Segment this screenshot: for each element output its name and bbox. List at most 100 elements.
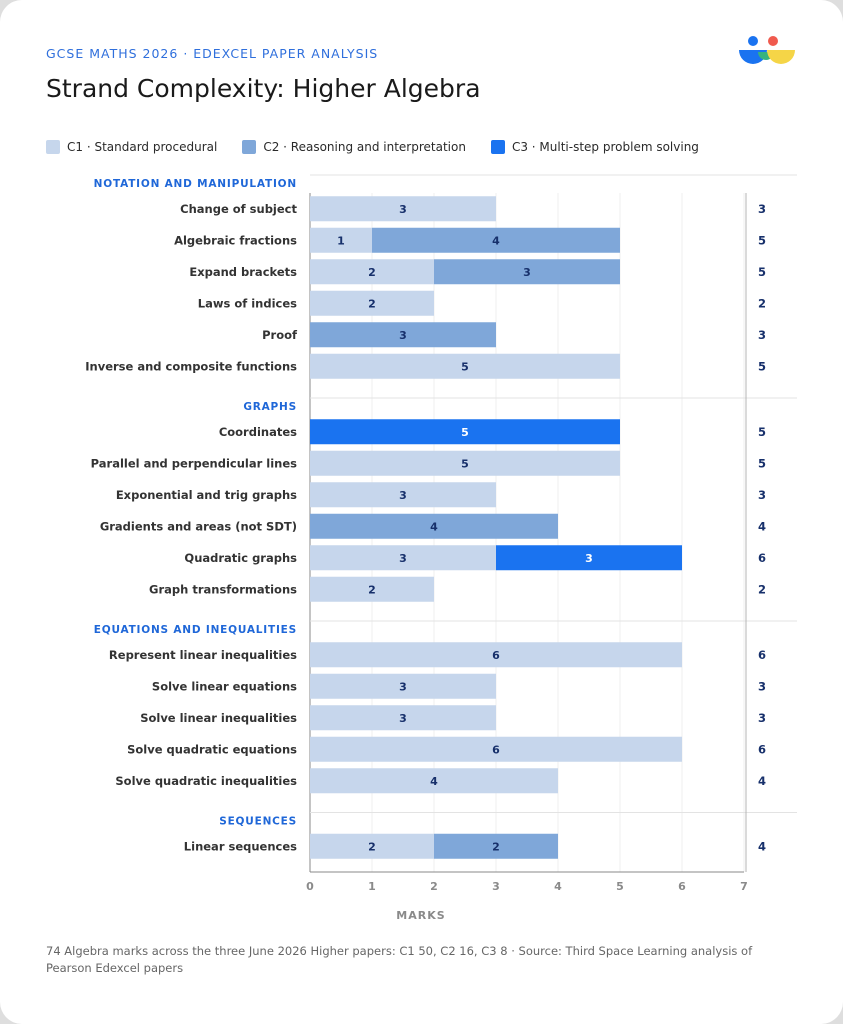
bar-segment [434,833,558,859]
bar-segment [310,322,496,348]
row-total-label: 6 [758,742,766,756]
row-total-label: 5 [758,456,766,470]
people-logo-icon [739,36,795,64]
x-tick-label: 4 [554,880,562,893]
bar-value-label: 2 [368,297,376,310]
chart-title: Strand Complexity: Higher Algebra [46,74,481,103]
x-tick-label: 1 [368,880,376,893]
bar-layer: Change of subject 3 3 Algebraic fractions 1 4… [85,196,766,859]
row-label: Solve linear inequalities [140,711,297,725]
row-total-label: 5 [758,425,766,439]
bar-value-label: 5 [461,457,469,470]
bar-value-label: 3 [523,266,531,279]
bar-value-label: 4 [492,234,500,247]
bar-segment [310,642,682,668]
x-axis-title: MARKS [396,909,445,922]
bar-segment [310,545,496,571]
row-total-label: 4 [758,519,766,533]
row-label: Solve quadratic equations [127,742,297,756]
bar-value-label: 2 [368,583,376,596]
row-label: Solve linear equations [152,679,297,693]
row-label: Expand brackets [189,265,297,279]
bar-segment [310,833,434,859]
row-total-label: 3 [758,711,766,725]
x-tick-label: 3 [492,880,500,893]
row-total-label: 6 [758,551,766,565]
group-label: NOTATION AND MANIPULATION [94,178,297,190]
bar-value-label: 6 [492,649,500,662]
bar-value-label: 2 [368,840,376,853]
legend-swatch-c2 [242,140,257,154]
chart-footnote: 74 Algebra marks across the three June 2… [46,944,753,975]
bar-value-label: 3 [399,203,407,216]
bar-segment [310,705,496,731]
row-label: Represent linear inequalities [109,648,297,662]
row-label: Algebraic fractions [174,233,297,247]
row-label: Coordinates [219,425,297,439]
bar-segment [496,545,682,571]
x-tick-label: 5 [616,880,624,893]
legend-swatch-c3 [490,140,505,154]
bar-segment [372,227,620,253]
bar-segment [310,290,434,316]
row-total-label: 4 [758,839,766,853]
row-label: Linear sequences [184,839,297,853]
row-total-label: 2 [758,582,766,596]
bar-value-label: 6 [492,743,500,756]
bar-value-label: 5 [461,426,469,439]
bar-segment [310,736,682,762]
bar-value-label: 3 [399,489,407,502]
bar-segment [310,768,558,794]
bar-segment [310,576,434,602]
row-total-label: 5 [758,233,766,247]
bar-segment [310,259,434,285]
x-tick-label: 0 [306,880,314,893]
bar-segment [434,259,620,285]
bar-value-label: 2 [368,266,376,279]
row-total-label: 3 [758,679,766,693]
row-label: Change of subject [180,202,297,216]
row-label: Laws of indices [198,296,297,310]
row-total-label: 6 [758,648,766,662]
row-total-label: 5 [758,359,766,373]
bar-segment [310,673,496,699]
stacked-bar-chart: Change of subject 3 3 Algebraic fractions 1 4… [85,174,797,922]
bar-value-label: 2 [492,840,500,853]
row-label: Quadratic graphs [184,551,297,565]
x-tick-label: 2 [430,880,438,893]
x-tick-label: 7 [740,880,748,893]
bar-value-label: 3 [399,329,407,342]
bar-value-label: 1 [337,234,345,247]
row-label: Gradients and areas (not SDT) [100,519,297,533]
row-total-label: 5 [758,265,766,279]
row-label: Parallel and perpendicular lines [91,456,297,470]
legend-item-c2: C2 · Reasoning and interpretation [242,140,466,154]
bar-value-label: 4 [430,520,438,533]
bar-value-label: 4 [430,775,438,788]
bar-value-label: 3 [399,680,407,693]
bar-segment [310,353,620,379]
group-label: GRAPHS [243,401,297,413]
row-total-label: 3 [758,488,766,502]
row-total-label: 2 [758,296,766,310]
bar-value-label: 3 [399,552,407,565]
bar-segment [310,450,620,476]
chart-kicker: GCSE MATHS 2026 · EDEXCEL PAPER ANALYSIS [46,46,379,61]
legend-label-c1: C1 · Standard procedural [67,140,218,154]
row-total-label: 4 [758,774,766,788]
row-label: Graph transformations [149,582,297,596]
bar-value-label: 3 [399,712,407,725]
legend-label-c3: C3 · Multi-step problem solving [511,140,699,154]
bar-segment [310,196,496,222]
legend-swatch-c1 [46,140,60,154]
group-label: EQUATIONS AND INEQUALITIES [94,624,297,636]
chart-legend: C1 · Standard procedural C2 · Reasoning … [46,138,724,156]
bar-segment [310,227,372,253]
group-label: SEQUENCES [219,816,297,828]
bar-value-label: 3 [585,552,593,565]
bar-segment [310,419,620,445]
legend-item-c1: C1 · Standard procedural [46,140,217,154]
legend-label-c2: C2 · Reasoning and interpretation [263,140,466,154]
row-total-label: 3 [758,202,766,216]
row-total-label: 3 [758,328,766,342]
